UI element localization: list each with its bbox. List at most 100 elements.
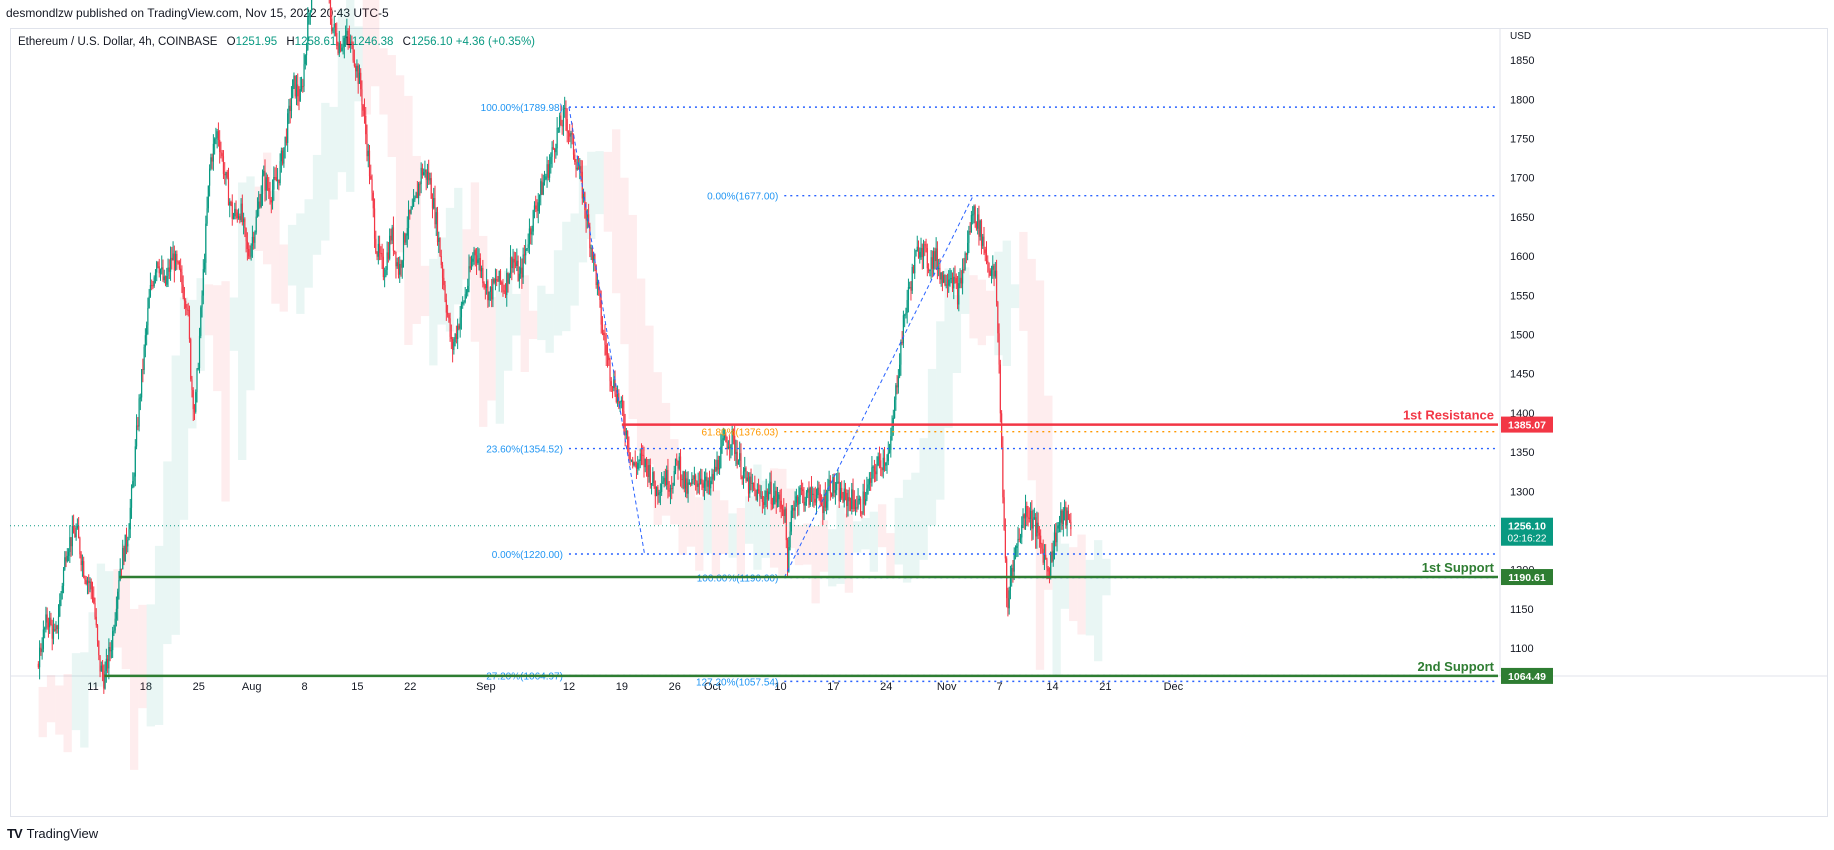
candle-body — [800, 487, 803, 490]
candle-body — [818, 487, 820, 494]
candle-body — [997, 302, 999, 334]
candle-body — [444, 285, 446, 300]
candle-body — [503, 290, 505, 292]
candle-body — [551, 147, 553, 157]
cloud-segment — [371, 0, 380, 87]
candle-body — [389, 235, 391, 259]
candle-body — [420, 167, 422, 185]
candle-body — [526, 248, 528, 250]
time-axis[interactable]: 11 18 25 Aug 8 15 22 Sep 12 19 26 Oct 10 17 24 Nov 7 14 21… — [87, 681, 1183, 693]
candle-body — [770, 481, 772, 505]
cloud-segment — [1010, 284, 1020, 309]
candle-body — [1058, 522, 1061, 526]
candle-body — [672, 485, 674, 489]
candle-body — [88, 580, 90, 583]
candle-body — [443, 277, 445, 286]
candle-body — [108, 647, 110, 669]
candle-body — [57, 616, 60, 630]
footer-brand[interactable]: TV TradingView — [7, 826, 98, 841]
fib-trend-lines[interactable] — [568, 107, 974, 578]
sr-price-tag — [1501, 569, 1553, 586]
candle-body — [917, 246, 920, 258]
candle-body — [486, 281, 488, 288]
candle-body — [1048, 571, 1051, 576]
candle-body — [686, 478, 688, 494]
candle-body — [1001, 413, 1003, 448]
candle-body — [508, 274, 510, 284]
candle-body — [851, 489, 853, 509]
candle-body — [450, 336, 452, 339]
candle-body — [702, 483, 704, 488]
candle-body — [605, 344, 607, 355]
candle-body — [329, 0, 332, 19]
candle-body — [901, 342, 903, 344]
candle-body — [470, 261, 473, 269]
candle-body — [550, 156, 552, 165]
candle-body — [883, 457, 886, 466]
candles[interactable] — [37, 0, 1072, 694]
cloud-segment — [844, 513, 854, 593]
candle-body — [955, 278, 957, 284]
candle-body — [975, 222, 978, 229]
candle-body — [90, 581, 92, 590]
candle-body — [512, 258, 514, 269]
candle-body — [428, 171, 430, 181]
candle-body — [104, 671, 106, 689]
cloud-segment — [753, 464, 762, 570]
candle-body — [258, 201, 260, 210]
candle-body — [263, 170, 265, 176]
candle-body — [230, 201, 232, 203]
candle-body — [701, 478, 703, 484]
candle-body — [435, 212, 437, 225]
cloud-segment — [329, 106, 338, 200]
candle-body — [775, 490, 777, 503]
candle-body — [308, 14, 310, 18]
cloud-segment — [445, 207, 455, 332]
candle-body — [514, 262, 517, 267]
candle-body — [173, 253, 175, 271]
fib-level-label: 100.00%(1190.00) — [697, 574, 779, 585]
candle-body — [167, 267, 169, 277]
candle-body — [110, 650, 112, 652]
candle-body — [202, 269, 204, 296]
candle-body — [78, 525, 80, 539]
candle-body — [785, 508, 787, 541]
candle-body — [1047, 568, 1049, 572]
candle-body — [497, 280, 499, 282]
x-tick-label: 17 — [827, 681, 839, 693]
cloud-segment — [379, 48, 388, 115]
candle-body — [436, 212, 439, 242]
candle-body — [943, 274, 945, 283]
candle-body — [715, 466, 717, 471]
support-resistance[interactable]: 1st Resistance 1385.07 1st Support 1190.61 2… — [104, 408, 1553, 684]
candle-body — [606, 354, 609, 356]
candle-body — [101, 665, 104, 675]
candle-body — [210, 157, 212, 169]
cloud-segment — [994, 251, 1003, 356]
candle-body — [836, 482, 838, 491]
candle-body — [407, 209, 410, 229]
candle-body — [688, 482, 690, 484]
candle-body — [954, 276, 956, 279]
candle-body — [1008, 590, 1010, 609]
candle-body — [608, 355, 610, 361]
candle-body — [916, 246, 918, 251]
candle-body — [472, 258, 474, 262]
candle-body — [819, 493, 821, 503]
candle-body — [424, 169, 426, 173]
candle-body — [331, 18, 333, 32]
x-tick-label: 14 — [1046, 681, 1058, 693]
candle-body — [729, 446, 731, 449]
candle-body — [875, 471, 877, 475]
x-tick-label: 7 — [997, 681, 1003, 693]
candle-body — [730, 444, 732, 449]
cloud-segment — [969, 275, 978, 339]
y-tick-label: 1800 — [1510, 94, 1534, 106]
price-axis[interactable]: USD1100115012001250130013501400145015001… — [1510, 31, 1534, 655]
candle-body — [708, 480, 711, 489]
candle-body — [405, 235, 407, 243]
candle-body — [925, 244, 927, 249]
candle-body — [147, 308, 149, 326]
